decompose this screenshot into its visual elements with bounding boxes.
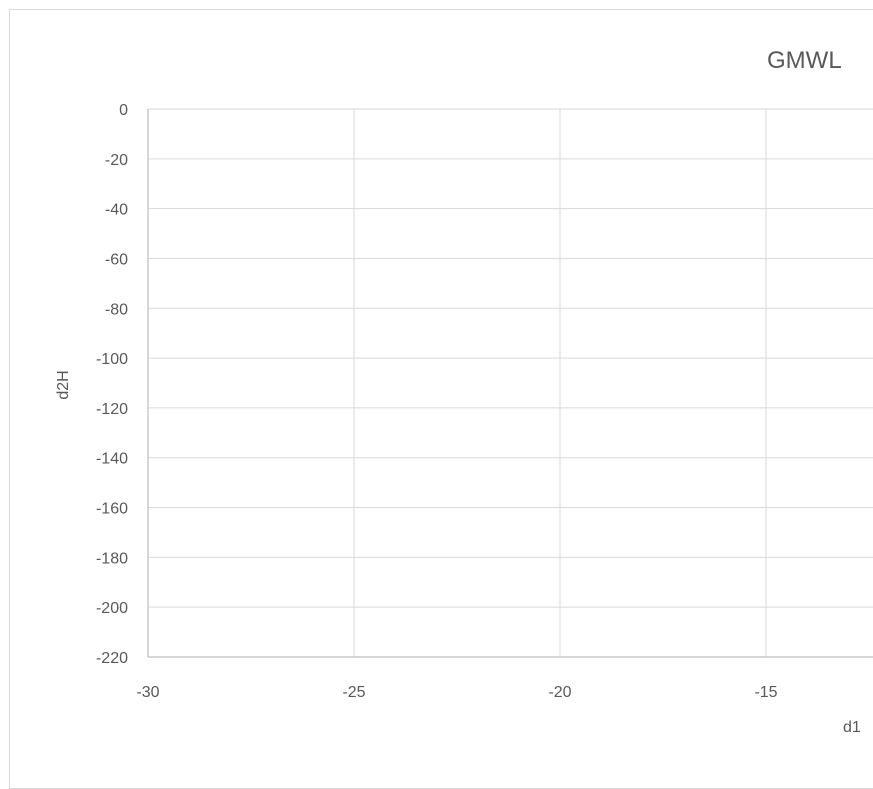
x-tick-label: -25 [342,684,365,701]
gridlines [147,108,873,658]
y-tick-label: -160 [96,501,128,518]
y-tick-label: -100 [96,351,128,368]
x-axis-label: d1 [843,719,861,736]
y-tick-label: -40 [105,202,128,219]
tick-labels: 0 -20 -40 -60 -80 -100 -120 -140 -160 -180 -200 -22… [96,102,778,701]
y-tick-label: -20 [105,152,128,169]
x-tick-label: -15 [754,684,777,701]
chart-title: GMWL [767,47,842,74]
x-tick-label: -30 [136,684,159,701]
chart-area [9,9,873,789]
y-tick-label: -80 [105,301,128,318]
y-tick-label: -140 [96,451,128,468]
y-tick-label: -180 [96,550,128,567]
x-tick-label: -20 [548,684,571,701]
y-tick-label: -200 [96,600,128,617]
y-tick-label: -60 [105,251,128,268]
y-axis-label: d2H [55,370,72,399]
axes [147,109,873,658]
y-tick-label: -120 [96,401,128,418]
y-tick-label: -220 [96,650,128,667]
chart-svg: 0 -20 -40 -60 -80 -100 -120 -140 -160 -180 -200 -22… [55,47,873,736]
y-tick-label: 0 [119,102,128,119]
